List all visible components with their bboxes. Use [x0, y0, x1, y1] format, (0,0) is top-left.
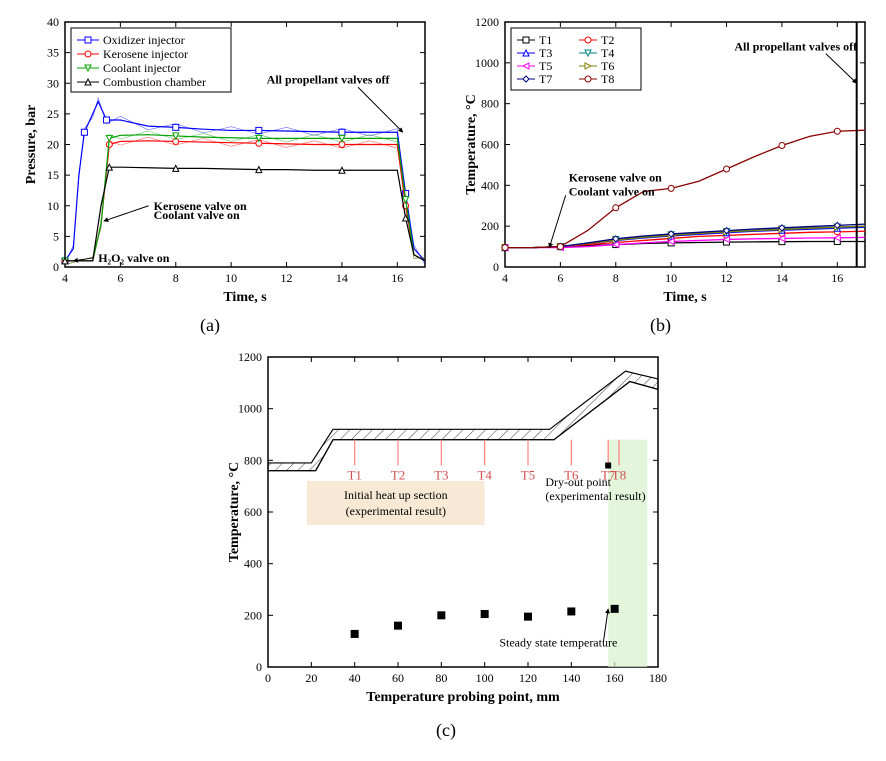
- svg-text:Oxidizer injector: Oxidizer injector: [103, 33, 185, 47]
- svg-text:0: 0: [53, 260, 59, 274]
- caption-c: (c): [436, 720, 456, 741]
- svg-text:T1: T1: [347, 468, 361, 483]
- svg-text:120: 120: [519, 671, 537, 685]
- caption-a: (a): [200, 315, 220, 336]
- svg-text:60: 60: [392, 671, 404, 685]
- svg-text:T6: T6: [601, 59, 614, 73]
- svg-text:Temperature, °C: Temperature, °C: [464, 94, 479, 194]
- svg-text:Combustion chamber: Combustion chamber: [103, 75, 206, 89]
- svg-text:35: 35: [47, 46, 59, 60]
- chart-temperature-position: 0 20 40 60 80 100 120 140 160 180 0 200 400 600 800 100…: [208, 345, 678, 715]
- svg-text:4: 4: [502, 271, 508, 285]
- svg-text:Temperature, °C: Temperature, °C: [227, 462, 242, 562]
- svg-text:1000: 1000: [475, 56, 499, 70]
- svg-text:10: 10: [665, 271, 677, 285]
- svg-text:Temperature probing point, mm: Temperature probing point, mm: [366, 690, 560, 705]
- svg-text:T3: T3: [539, 46, 552, 60]
- svg-text:H₂O₂ valve on: H₂O₂ valve on: [98, 251, 170, 265]
- svg-text:Coolant valve on: Coolant valve on: [569, 184, 655, 198]
- svg-text:8: 8: [613, 271, 619, 285]
- svg-text:600: 600: [481, 138, 499, 152]
- svg-text:6: 6: [117, 271, 123, 285]
- svg-text:14: 14: [336, 271, 348, 285]
- svg-text:400: 400: [481, 178, 499, 192]
- svg-text:Initial heat up section: Initial heat up section: [344, 488, 448, 502]
- svg-text:30: 30: [47, 76, 59, 90]
- svg-text:10: 10: [225, 271, 237, 285]
- svg-text:0: 0: [493, 260, 499, 274]
- svg-text:T1: T1: [539, 33, 552, 47]
- svg-text:20: 20: [47, 138, 59, 152]
- svg-text:200: 200: [244, 608, 262, 622]
- caption-b: (b): [650, 315, 671, 336]
- svg-text:80: 80: [435, 671, 447, 685]
- svg-text:Coolant injector: Coolant injector: [103, 61, 181, 75]
- svg-text:12: 12: [281, 271, 293, 285]
- svg-text:180: 180: [649, 671, 667, 685]
- svg-text:0: 0: [256, 660, 262, 674]
- svg-text:40: 40: [47, 15, 59, 29]
- svg-text:200: 200: [481, 219, 499, 233]
- svg-text:1200: 1200: [238, 350, 262, 364]
- svg-text:12: 12: [721, 271, 733, 285]
- svg-text:T5: T5: [539, 59, 552, 73]
- svg-text:1000: 1000: [238, 402, 262, 416]
- svg-text:Kerosene valve on: Kerosene valve on: [569, 170, 662, 184]
- svg-text:Coolant valve on: Coolant valve on: [154, 208, 240, 222]
- svg-text:T7: T7: [539, 72, 552, 86]
- svg-text:T8: T8: [612, 468, 626, 483]
- svg-text:(experimental result): (experimental result): [346, 504, 446, 518]
- svg-text:All propellant valves off: All propellant valves off: [734, 40, 858, 54]
- svg-text:160: 160: [606, 671, 624, 685]
- svg-text:5: 5: [53, 229, 59, 243]
- svg-text:Pressure, bar: Pressure, bar: [24, 105, 39, 185]
- svg-text:10: 10: [47, 199, 59, 213]
- svg-text:Time, s: Time, s: [223, 290, 267, 305]
- svg-text:800: 800: [481, 97, 499, 111]
- svg-text:25: 25: [47, 107, 59, 121]
- svg-text:600: 600: [244, 505, 262, 519]
- svg-text:20: 20: [305, 671, 317, 685]
- svg-text:140: 140: [562, 671, 580, 685]
- svg-text:All propellant valves off: All propellant valves off: [267, 72, 391, 86]
- svg-text:(experimental result): (experimental result): [545, 489, 645, 503]
- svg-text:T4: T4: [477, 468, 492, 483]
- svg-text:T2: T2: [601, 33, 614, 47]
- svg-text:40: 40: [349, 671, 361, 685]
- svg-text:100: 100: [476, 671, 494, 685]
- svg-text:6: 6: [557, 271, 563, 285]
- chart-temperature-time: 4 6 8 10 12 14 16 0 200 400 600 800 1000 1200 Time, s T…: [450, 10, 880, 310]
- svg-text:T4: T4: [601, 46, 614, 60]
- chart-pressure-time: 4 6 8 10 12 14 16 0 5 10 15 20 25 30 35 40 Time, s Pressu…: [10, 10, 440, 310]
- svg-text:T2: T2: [391, 468, 405, 483]
- svg-text:400: 400: [244, 557, 262, 571]
- svg-text:8: 8: [173, 271, 179, 285]
- svg-text:14: 14: [776, 271, 788, 285]
- svg-text:4: 4: [62, 271, 68, 285]
- svg-text:1200: 1200: [475, 15, 499, 29]
- svg-text:Steady state temperature: Steady state temperature: [499, 635, 617, 649]
- svg-text:15: 15: [47, 168, 59, 182]
- svg-text:Dry-out point: Dry-out point: [545, 475, 611, 489]
- svg-text:T8: T8: [601, 72, 614, 86]
- svg-text:T5: T5: [521, 468, 535, 483]
- svg-text:T3: T3: [434, 468, 448, 483]
- svg-text:800: 800: [244, 453, 262, 467]
- svg-text:Time, s: Time, s: [663, 290, 707, 305]
- svg-text:16: 16: [831, 271, 843, 285]
- svg-text:0: 0: [265, 671, 271, 685]
- svg-text:Kerosene injector: Kerosene injector: [103, 47, 188, 61]
- svg-text:16: 16: [391, 271, 403, 285]
